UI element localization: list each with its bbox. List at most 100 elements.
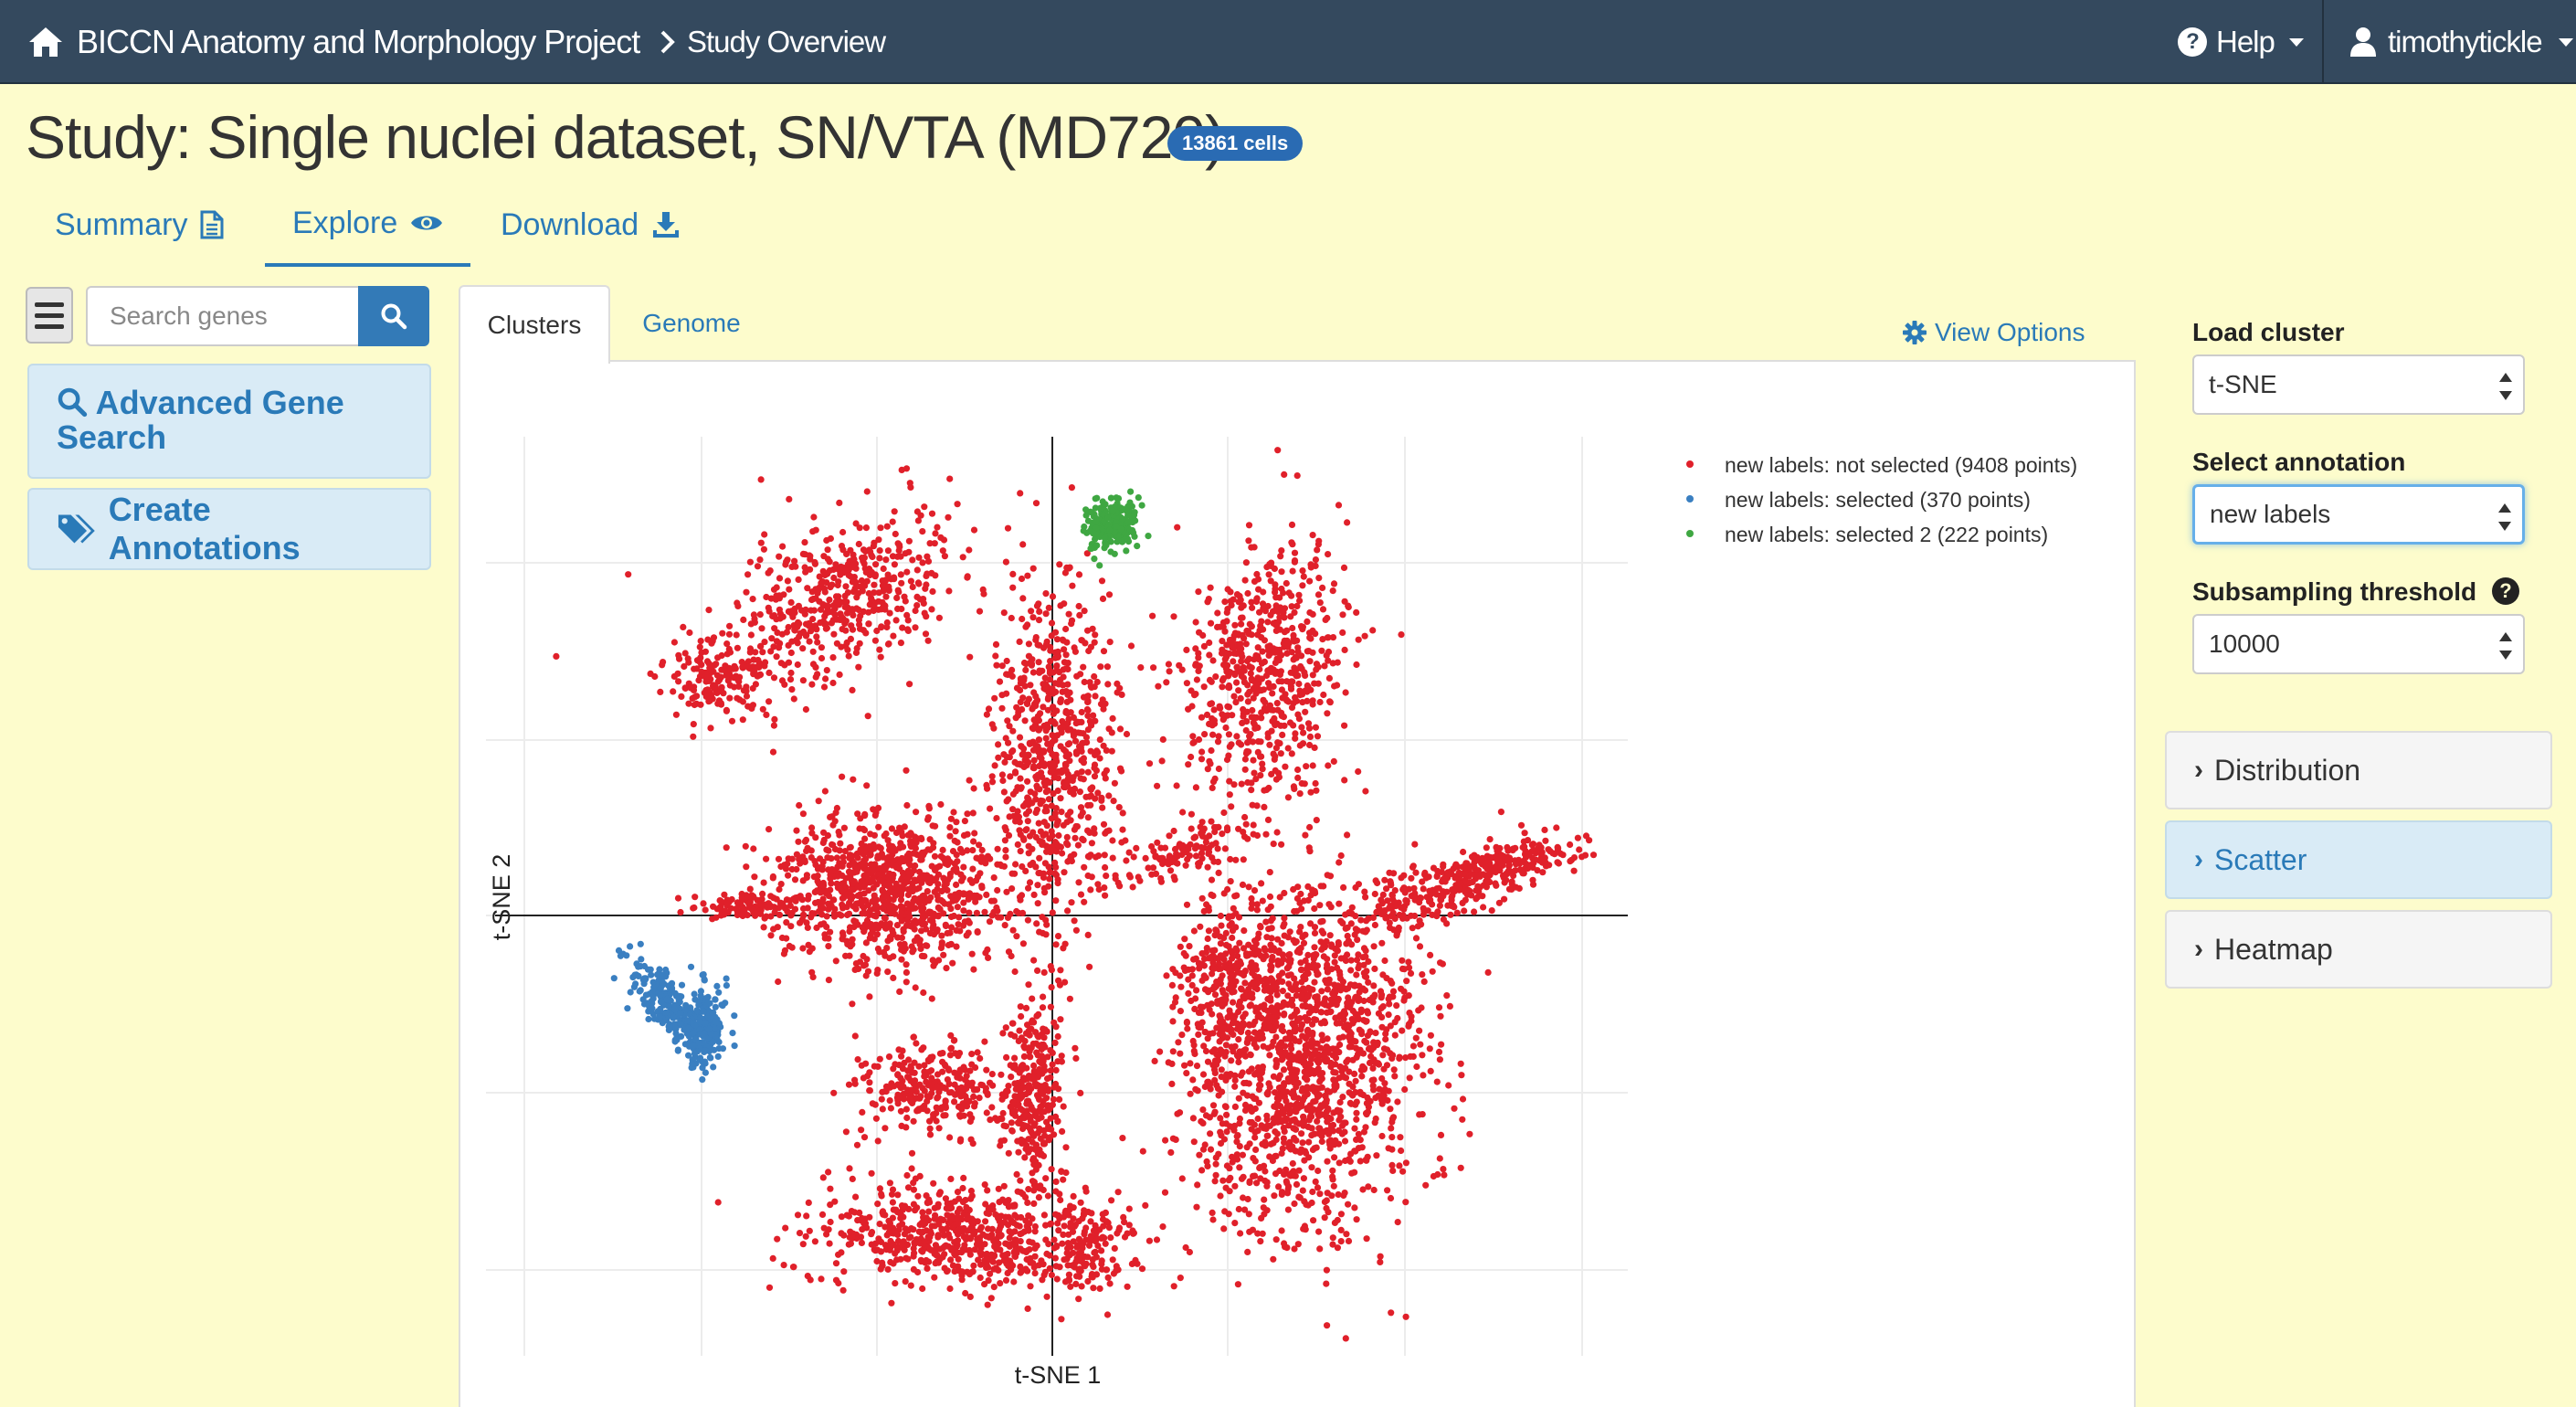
scatter-point <box>829 602 838 609</box>
scatter-point <box>960 907 967 915</box>
scatter-point <box>913 602 921 609</box>
scatter-point <box>1227 855 1234 863</box>
scatter-point <box>1307 635 1314 642</box>
scatter-point <box>1245 986 1252 993</box>
create-annotations-button[interactable]: Create Annotations <box>27 488 431 570</box>
scatter-point <box>1054 768 1061 776</box>
scatter-point <box>988 912 996 919</box>
scatter-point <box>770 722 777 729</box>
scatter-point <box>1064 841 1072 849</box>
scatter-point <box>1324 710 1331 717</box>
scatter-point <box>1311 904 1318 913</box>
scatter-point <box>854 865 861 873</box>
scatter-point <box>949 959 956 967</box>
brand-link[interactable]: BICCN Anatomy and Morphology Project <box>27 20 640 64</box>
scatter-point <box>909 556 916 564</box>
scatter-point <box>1376 905 1383 913</box>
scatter-point <box>744 658 752 665</box>
scatter-point <box>1325 1106 1332 1113</box>
scatter-point <box>1084 693 1092 700</box>
scatter-point <box>1040 873 1048 882</box>
scatter-point <box>1284 1206 1292 1213</box>
scatter-point <box>1002 558 1009 566</box>
scatter-point <box>1228 1026 1235 1033</box>
scatter-point <box>1093 678 1101 686</box>
advanced-gene-search-button[interactable]: Advanced Gene Search <box>27 364 431 479</box>
scatter-point <box>1110 798 1117 805</box>
scatter-point <box>1242 820 1250 828</box>
scatter-point <box>1310 1217 1317 1224</box>
scatter-point <box>870 841 877 849</box>
create-annotations-label: Create Annotations <box>108 491 301 566</box>
breadcrumb-study-overview[interactable]: Study Overview <box>660 20 886 64</box>
scatter-point <box>1219 830 1226 838</box>
view-options-link[interactable]: View Options <box>1902 314 2085 351</box>
scatter-point <box>1206 676 1214 683</box>
scatter-point <box>1239 653 1246 661</box>
scatter-point <box>1304 951 1312 958</box>
scatter-point <box>1448 902 1455 910</box>
scatter-point <box>722 662 729 670</box>
scatter-point <box>1174 860 1181 867</box>
scatter-point <box>897 890 905 897</box>
scatter-point <box>1400 884 1408 892</box>
scatter-point <box>1272 1236 1280 1243</box>
scatter-point <box>1327 904 1335 911</box>
scatter-point <box>799 677 807 684</box>
scatter-point <box>1534 867 1541 874</box>
tsne-scatter-plot[interactable]: t-SNE 1 t-SNE 2 new labels: not selected… <box>459 360 2136 1407</box>
scatter-point <box>1000 609 1008 617</box>
scatter-point <box>922 585 929 592</box>
scatter-point <box>849 886 856 894</box>
scatter-point <box>1016 827 1023 834</box>
scatter-point <box>1494 847 1501 854</box>
scatter-point <box>1400 905 1408 913</box>
scatter-point <box>800 628 808 636</box>
scatter-point <box>1390 1066 1398 1074</box>
search-button[interactable] <box>358 286 429 346</box>
user-menu[interactable]: timothytickle <box>2349 20 2573 64</box>
scatter-point <box>1001 758 1008 766</box>
scatter-point <box>874 925 882 932</box>
scatter-point <box>1142 854 1149 862</box>
scatter-point <box>1336 900 1343 907</box>
scatter-point <box>1190 738 1198 746</box>
scatter-point <box>1078 718 1085 725</box>
scatter-point <box>1170 827 1177 835</box>
tab-summary[interactable]: Summary <box>27 183 251 267</box>
tab-genome[interactable]: Genome <box>614 285 769 362</box>
scatter-point <box>994 886 1001 894</box>
scatter-point <box>1249 900 1256 907</box>
scatter-point <box>883 619 891 627</box>
scatter-point <box>1538 849 1546 856</box>
scatter-point <box>736 673 744 681</box>
tab-explore[interactable]: Explore <box>265 183 471 267</box>
scatter-point <box>1286 1061 1293 1068</box>
scatter-point <box>1208 746 1215 755</box>
scatter-point <box>1235 687 1242 694</box>
tab-download[interactable]: Download <box>473 183 708 267</box>
search-genes-input[interactable] <box>86 286 358 346</box>
scatter-point <box>1071 917 1078 925</box>
scatter-point <box>1284 992 1292 1000</box>
scatter-point <box>1054 819 1061 826</box>
scatter-point <box>1219 987 1226 994</box>
scatter-point <box>1297 662 1304 671</box>
scatter-point <box>761 639 768 646</box>
scatter-point <box>929 844 937 852</box>
scatter-point <box>1225 985 1232 992</box>
scatter-point <box>1225 731 1232 738</box>
scatter-point <box>887 904 894 912</box>
scatter-point <box>1240 674 1248 682</box>
tab-clusters[interactable]: Clusters <box>459 285 610 364</box>
scatter-point <box>849 606 856 613</box>
scatter-point <box>1080 663 1087 671</box>
scatter-point <box>1068 899 1075 906</box>
scatter-point <box>1040 760 1048 767</box>
help-menu[interactable]: ? Help <box>2178 20 2304 64</box>
scatter-point <box>1402 1313 1409 1320</box>
sidebar-toggle-button[interactable] <box>26 287 73 344</box>
scatter-point <box>880 948 888 956</box>
scatter-point <box>1049 732 1056 739</box>
scatter-point <box>1374 1060 1382 1067</box>
